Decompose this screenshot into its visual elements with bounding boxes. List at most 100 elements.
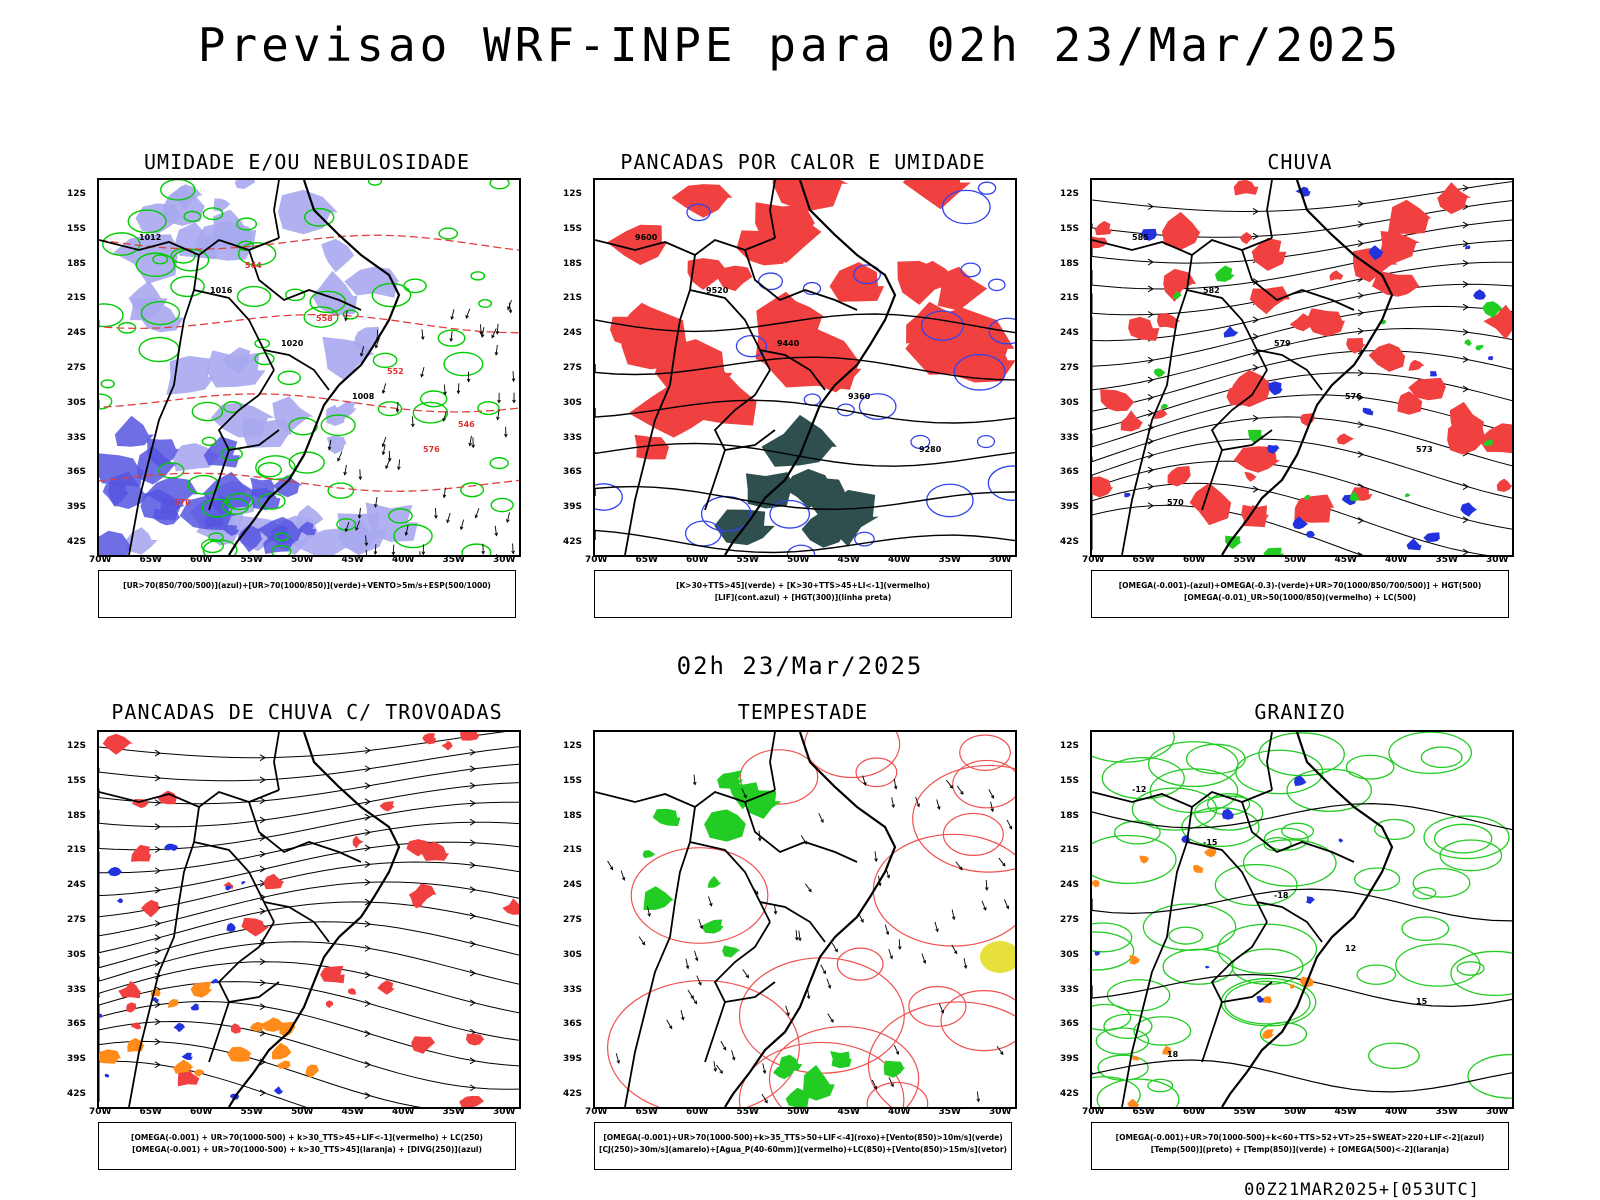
latitude-label: 39S	[563, 502, 583, 513]
rain-area-red	[1336, 433, 1355, 445]
streamline	[1092, 181, 1512, 213]
longitude-label: 40W	[392, 555, 415, 565]
lifted-index-contour	[953, 353, 1006, 391]
rain-area-red	[1189, 482, 1232, 526]
streamline-arrow	[1147, 451, 1154, 459]
temperature-850-contour	[1281, 822, 1315, 840]
latitude-label: 42S	[67, 537, 87, 547]
contour-label: 18	[1167, 1050, 1179, 1059]
humidity-lower-contour	[152, 254, 169, 265]
longitude-label: 30W	[1486, 1107, 1509, 1117]
latitude-label: 12S	[1060, 741, 1080, 751]
lifted-index-contour	[786, 544, 816, 555]
wind-vector	[680, 1009, 684, 1020]
wind-vector-head	[762, 1070, 767, 1075]
humidity-lower-contour	[99, 303, 124, 328]
longitude-label: 55W	[240, 555, 263, 565]
divergence-area-blue	[226, 922, 236, 932]
humidity-upper-area-dense	[298, 521, 317, 536]
longitude-label: 35W	[938, 1107, 961, 1117]
wind-vector	[936, 799, 940, 810]
geopotential-height-line	[595, 399, 1015, 424]
map-canvas	[99, 732, 519, 1107]
convective-area-red	[607, 224, 667, 266]
humidity-upper-area-dense	[203, 515, 225, 529]
temperature-850-contour	[1168, 926, 1204, 945]
wind-vector	[344, 464, 347, 475]
streamline-arrow	[1147, 394, 1154, 401]
humidity-lower-contour	[170, 275, 205, 298]
humidity-lower-contour	[285, 288, 306, 302]
streamline-arrow	[1462, 483, 1469, 490]
country-border	[217, 921, 280, 1003]
precipitable-water-contour	[872, 833, 1015, 947]
lifted-index-contour	[858, 393, 897, 420]
wind-vector-head	[806, 995, 811, 1000]
coastline	[1221, 732, 1394, 1107]
wind-vector-head	[511, 550, 515, 555]
streamline-arrow	[259, 865, 266, 873]
rain-area-red	[1437, 182, 1471, 215]
rain-area-green	[1225, 535, 1243, 549]
streamline-arrow	[364, 828, 371, 836]
wind-vector-head	[358, 476, 363, 481]
latitude-label: 30S	[1060, 949, 1080, 960]
temperature-850-contour	[1439, 839, 1503, 872]
streamline-arrow	[1252, 485, 1259, 493]
longitude-label: 50W	[291, 555, 314, 565]
precipitable-water-contour	[739, 749, 819, 805]
lifted-index-contour	[802, 281, 822, 296]
rain-area-green	[1349, 491, 1361, 502]
divergence-area-blue	[211, 978, 219, 984]
lifted-index-contour	[735, 334, 768, 358]
humidity-lower-contour	[274, 532, 289, 542]
wind-vector-head	[374, 503, 378, 508]
divergence-area-blue	[170, 844, 178, 851]
humidity-lower-contour	[237, 242, 277, 266]
thunderstorm-area-orange	[193, 1069, 205, 1077]
streamline-arrow	[364, 765, 371, 773]
wind-vector	[955, 861, 963, 870]
thickness-contour	[99, 313, 519, 334]
thunderstorm-area-red	[347, 988, 357, 995]
streamline-arrow	[259, 797, 266, 805]
omega-area-orange	[1131, 1055, 1140, 1061]
wind-vector-head	[465, 314, 469, 319]
wind-vector	[981, 900, 987, 911]
panel-title-2: PANCADAS POR CALOR E UMIDADE	[620, 150, 986, 174]
wind-vector-head	[471, 444, 476, 449]
contour-label: 573	[1416, 445, 1433, 454]
wind-vector	[496, 323, 499, 334]
streamline-arrow	[154, 959, 161, 967]
streamline	[99, 763, 519, 805]
streamline-arrow	[1147, 502, 1154, 510]
wind-vector	[915, 797, 920, 807]
wind-vector	[494, 525, 497, 536]
legend-box-2: [K>30+TTS>45](verde) + [K>30+TTS>45+LI<-…	[594, 570, 1012, 618]
humidity-upper-area	[166, 355, 215, 395]
humidity-lower-contour	[288, 417, 318, 436]
wind-vector-head	[404, 532, 409, 536]
wind-vector-head	[874, 858, 878, 863]
streamline	[1092, 416, 1512, 467]
thunderstorm-area-red	[102, 733, 133, 755]
latitude-label: 21S	[563, 845, 583, 856]
humidity-lower-contour	[372, 352, 398, 369]
humidity-upper-area	[113, 234, 180, 284]
hail-area-blue	[1256, 995, 1265, 1003]
wind-vector-head	[647, 913, 651, 917]
thunderstorm-area-red	[377, 980, 395, 995]
streamline-arrow	[364, 878, 371, 886]
wind-vector-head	[397, 466, 401, 471]
rain-area-red	[1156, 312, 1181, 329]
wind-vector	[421, 329, 424, 340]
wind-vector	[481, 327, 485, 338]
wind-vector-head	[357, 514, 362, 519]
contour-label: 570	[174, 498, 191, 507]
thunderstorm-area-orange	[260, 1017, 285, 1032]
lifted-index-contour	[987, 465, 1015, 501]
low-level-jet-area	[830, 1051, 852, 1069]
country-border	[193, 841, 275, 923]
country-border	[713, 369, 776, 451]
lifted-index-contour	[988, 278, 1006, 292]
